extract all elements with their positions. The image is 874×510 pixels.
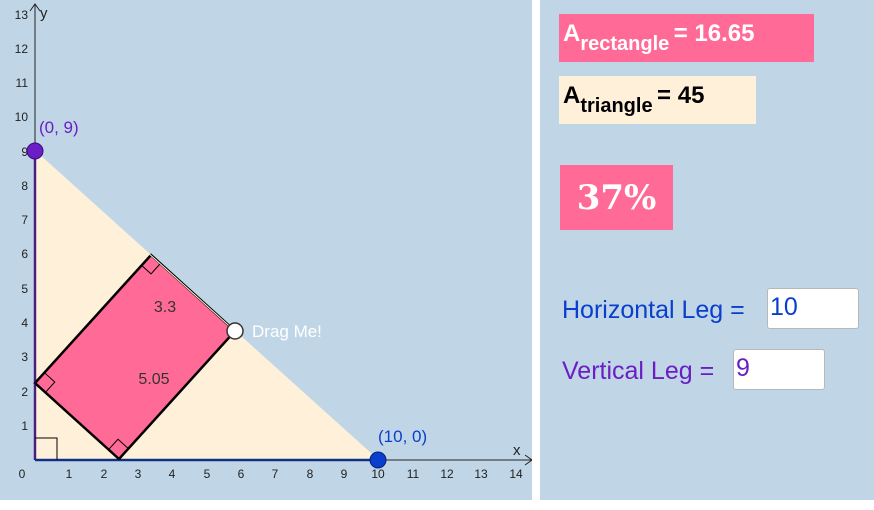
y-tick-label: 4 xyxy=(21,316,28,330)
x-tick-label: 10 xyxy=(371,467,385,481)
y-tick-label: 9 xyxy=(21,145,28,159)
y-tick-label: 7 xyxy=(21,213,28,227)
rect-area-value: = 16.65 xyxy=(673,20,755,47)
y-tick-label: 1 xyxy=(21,419,28,433)
drag-handle[interactable] xyxy=(226,322,244,340)
x-tick-label: 7 xyxy=(272,467,279,481)
right-angle-marker xyxy=(44,372,56,393)
rect-width-label: 3.3 xyxy=(154,299,176,316)
tri-area-value: = 45 xyxy=(657,82,705,109)
right-angle-marker xyxy=(108,438,129,450)
y-tick-label: 5 xyxy=(21,282,28,296)
y-tick-label: 11 xyxy=(16,76,29,90)
y-axis-arrow xyxy=(29,3,41,12)
hypotenuse xyxy=(34,150,379,461)
y-tick-label: 10 xyxy=(15,110,29,124)
triangle-area-readout: Atriangle = 45 xyxy=(559,76,756,124)
right-angle-marker xyxy=(141,263,161,275)
x-tick-label: 9 xyxy=(341,467,348,481)
drag-label: Drag Me! xyxy=(252,322,322,341)
y-tick-label: 3 xyxy=(21,350,28,364)
y-tick-label: 6 xyxy=(21,247,28,261)
rectangle-area-readout: Arectangle = 16.65 xyxy=(559,14,814,62)
right-angle-marker-origin xyxy=(35,437,58,460)
x-tick-label: 13 xyxy=(474,467,488,481)
x-tick-label: 5 xyxy=(204,467,211,481)
horizontal-leg-input[interactable]: 10 xyxy=(767,288,859,329)
vertical-leg-label: Vertical Leg = xyxy=(562,357,715,385)
point-top-label: (0, 9) xyxy=(39,118,79,137)
horizontal-leg-label: Horizontal Leg = xyxy=(562,296,745,324)
vertex-point-top[interactable] xyxy=(26,142,44,160)
tri-area-symbol: A xyxy=(563,82,581,109)
x-tick-label: 6 xyxy=(238,467,245,481)
x-tick-label: 4 xyxy=(169,467,176,481)
x-tick-label: 3 xyxy=(135,467,142,481)
x-tick-label: 12 xyxy=(440,467,454,481)
x-tick-label: 1 xyxy=(66,467,73,481)
x-tick-label: 0 xyxy=(19,467,26,481)
vertical-leg-input[interactable]: 9 xyxy=(733,349,825,390)
x-tick-label: 14 xyxy=(509,467,523,481)
y-tick-label: 8 xyxy=(21,179,28,193)
x-axis-label: x xyxy=(513,442,521,459)
graph-area: x y 0 1 2 3 4 5 6 7 8 9 10 11 12 13 14 1… xyxy=(0,0,533,505)
divider xyxy=(532,0,540,505)
y-axis-label: y xyxy=(40,5,48,22)
rect-length-label: 5.05 xyxy=(138,371,169,388)
point-right-label: (10, 0) xyxy=(378,427,427,446)
rect-area-subscript: rectangle xyxy=(580,33,670,55)
percent-readout: 37% xyxy=(560,165,673,230)
x-tick-label: 11 xyxy=(407,467,420,481)
y-tick-label: 13 xyxy=(15,8,29,22)
coordinate-plane: x y 0 1 2 3 4 5 6 7 8 9 10 11 12 13 14 1… xyxy=(15,3,533,481)
y-tick-label: 2 xyxy=(21,385,28,399)
x-tick-label: 8 xyxy=(307,467,314,481)
tri-area-subscript: triangle xyxy=(580,95,653,117)
rect-area-symbol: A xyxy=(563,20,581,47)
y-tick-label: 12 xyxy=(15,42,29,56)
x-tick-label: 2 xyxy=(101,467,108,481)
bottom-strip xyxy=(0,500,874,505)
vertex-point-right[interactable] xyxy=(369,451,387,469)
